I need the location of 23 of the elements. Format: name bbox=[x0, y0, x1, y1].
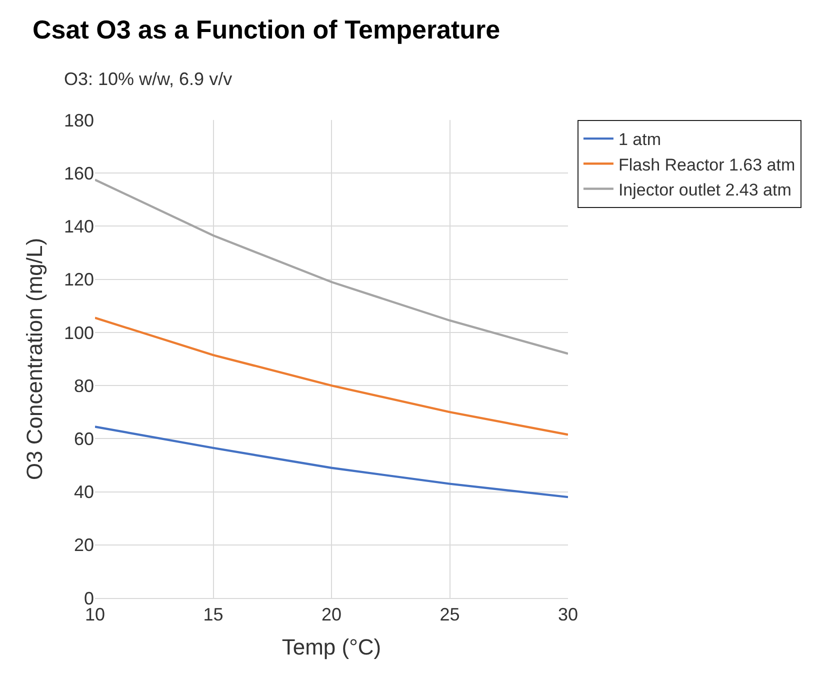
x-tick-label: 30 bbox=[558, 604, 578, 625]
y-tick-label: 80 bbox=[74, 376, 94, 396]
x-tick-label: 20 bbox=[321, 604, 342, 625]
line-series bbox=[95, 316, 568, 436]
x-tick-label: 15 bbox=[203, 604, 224, 625]
chart-subtitle: O3: 10% w/w, 6.9 v/v bbox=[64, 69, 232, 89]
y-axis-title: O3 Concentration (mg/L) bbox=[22, 238, 47, 480]
legend-label: Injector outlet 2.43 atm bbox=[618, 180, 792, 200]
y-tick-label: 20 bbox=[74, 535, 94, 556]
line-series bbox=[95, 426, 568, 498]
y-tick-label: 40 bbox=[74, 482, 94, 502]
y-tick-label: 160 bbox=[64, 163, 94, 184]
y-tick-label: 120 bbox=[64, 270, 94, 290]
x-tick-label: 25 bbox=[440, 604, 460, 625]
y-tick-label: 100 bbox=[64, 322, 94, 343]
y-tick-label: 140 bbox=[64, 216, 94, 237]
y-tick-label: 60 bbox=[74, 428, 94, 449]
y-tick-label: 180 bbox=[64, 110, 94, 130]
legend-label: 1 atm bbox=[618, 130, 661, 150]
x-axis-title: Temp (°C) bbox=[282, 634, 382, 660]
line-series bbox=[95, 178, 568, 355]
chart-title: Csat O3 as a Function of Temperature bbox=[32, 14, 500, 45]
legend-label: Flash Reactor 1.63 atm bbox=[618, 155, 796, 174]
